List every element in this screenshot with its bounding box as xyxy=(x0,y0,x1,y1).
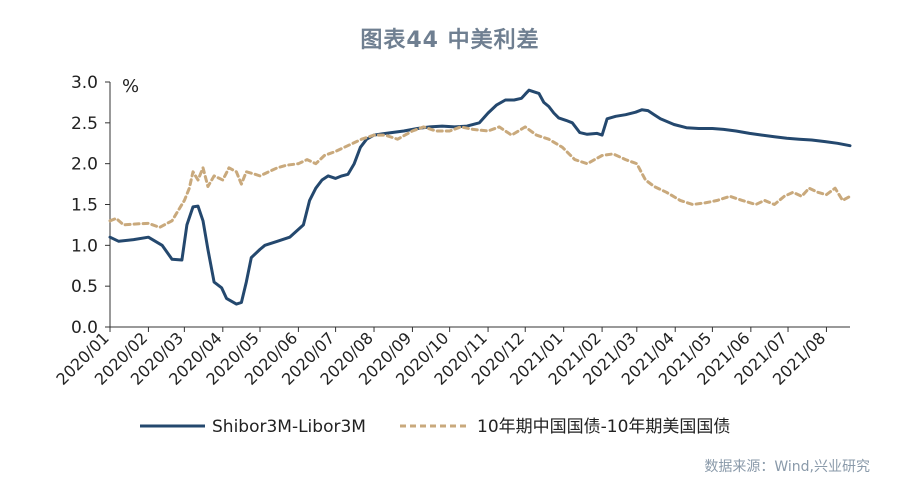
y-tick-label: 0.5 xyxy=(71,277,98,297)
y-tick-label: 2.0 xyxy=(71,155,98,175)
y-tick-label: 1.0 xyxy=(71,236,98,256)
y-tick-label: 3.0 xyxy=(71,73,98,93)
series-line-2 xyxy=(108,125,852,229)
y-tick-label: 0.0 xyxy=(71,318,98,338)
source-note: 数据来源：Wind,兴业研究 xyxy=(704,459,870,475)
y-tick-label: 1.5 xyxy=(71,196,98,216)
y-axis-label: % xyxy=(122,76,139,97)
y-tick-label: 2.5 xyxy=(71,114,98,134)
series-line-1 xyxy=(108,88,852,306)
legend-label-2: 10年期中国国债-10年期美国国债 xyxy=(477,417,730,437)
legend-label-1: Shibor3M-Libor3M xyxy=(212,417,366,437)
chart-title: 图表44 中美利差 xyxy=(360,28,540,53)
